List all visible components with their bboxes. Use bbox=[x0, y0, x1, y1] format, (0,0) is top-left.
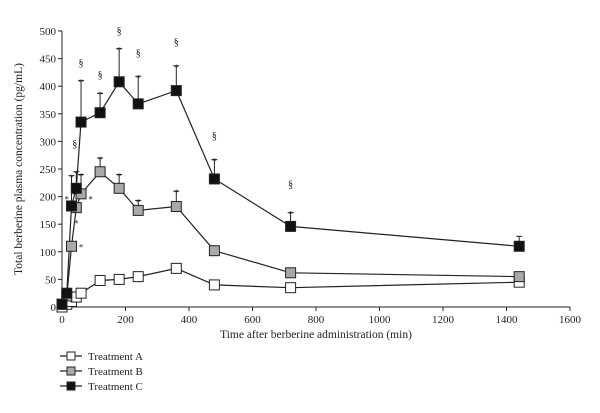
asterisk-annotation: * bbox=[136, 73, 141, 83]
y-tick-label: 200 bbox=[40, 192, 57, 204]
data-point bbox=[94, 107, 106, 119]
data-point bbox=[56, 298, 68, 310]
y-tick-label: 350 bbox=[40, 109, 57, 121]
data-point bbox=[132, 271, 144, 283]
x-tick-label: 600 bbox=[244, 314, 261, 326]
error-bars bbox=[68, 48, 523, 281]
asterisk-annotation: * bbox=[136, 197, 141, 207]
data-point bbox=[285, 267, 297, 279]
legend-marker bbox=[66, 381, 76, 391]
y-tick-label: 450 bbox=[40, 54, 57, 66]
legend-marker bbox=[66, 366, 76, 376]
section-sign-annotation: § bbox=[174, 37, 179, 48]
data-point bbox=[113, 273, 125, 285]
asterisk-annotation: * bbox=[79, 172, 84, 182]
y-tick-label: 150 bbox=[40, 219, 57, 231]
asterisk-annotation: * bbox=[288, 210, 293, 220]
series-line-2 bbox=[61, 170, 520, 305]
asterisk-annotation: * bbox=[88, 195, 93, 205]
y-tick-label: 0 bbox=[51, 302, 57, 314]
data-point bbox=[170, 201, 182, 213]
legend: Treatment A Treatment B Treatment C bbox=[60, 351, 143, 393]
asterisk-annotation: * bbox=[174, 63, 179, 73]
data-point bbox=[94, 166, 106, 178]
section-sign-annotation: § bbox=[288, 179, 293, 190]
data-point bbox=[94, 275, 106, 287]
y-tick-label: 400 bbox=[40, 81, 57, 93]
asterisk-annotation: * bbox=[174, 188, 179, 198]
asterisk-annotation: * bbox=[117, 46, 122, 56]
data-point bbox=[285, 220, 297, 232]
series-line-3 bbox=[61, 80, 520, 305]
data-point bbox=[113, 76, 125, 88]
section-sign-annotation: § bbox=[212, 131, 217, 142]
y-tick-label: 100 bbox=[40, 247, 57, 259]
x-tick-label: 200 bbox=[117, 314, 134, 326]
data-point bbox=[208, 245, 220, 257]
asterisk-annotation: * bbox=[74, 169, 79, 179]
section-sign-annotation: § bbox=[117, 26, 122, 37]
y-tick-label: 50 bbox=[45, 274, 57, 286]
legend-marker bbox=[66, 351, 76, 361]
data-point bbox=[61, 287, 73, 299]
x-tick-label: 1200 bbox=[432, 314, 455, 326]
y-axis-label: Total berberine plasma concentration (pg… bbox=[13, 63, 25, 275]
x-tick-label: 1400 bbox=[496, 314, 519, 326]
data-point bbox=[132, 204, 144, 216]
asterisk-annotation: * bbox=[65, 195, 70, 205]
data-point bbox=[170, 262, 182, 274]
data-point bbox=[75, 116, 87, 128]
data-point bbox=[70, 182, 82, 194]
asterisk-annotation: * bbox=[98, 90, 103, 100]
legend-label: Treatment B bbox=[88, 366, 143, 378]
y-tick-label: 300 bbox=[40, 136, 57, 148]
axes: 0 50 100 150 200 250 300 350 400 450 500 0 200 400 600… bbox=[40, 26, 582, 326]
asterisk-annotation: * bbox=[74, 218, 79, 228]
data-point bbox=[285, 282, 297, 294]
y-tick-label: 250 bbox=[40, 164, 57, 176]
data-point bbox=[75, 287, 87, 299]
asterisk-annotation: * bbox=[79, 243, 84, 253]
x-tick-label: 0 bbox=[59, 314, 65, 326]
data-point bbox=[132, 98, 144, 110]
data-markers bbox=[56, 76, 525, 313]
asterisk-annotation: * bbox=[117, 172, 122, 182]
data-point bbox=[208, 173, 220, 185]
asterisk-annotation: * bbox=[79, 78, 84, 88]
x-tick-label: 1600 bbox=[559, 314, 582, 326]
x-tick-label: 400 bbox=[181, 314, 198, 326]
x-tick-label: 1000 bbox=[369, 314, 392, 326]
section-sign-annotation: § bbox=[98, 70, 103, 81]
asterisk-annotation: * bbox=[69, 173, 74, 183]
legend-label: Treatment C bbox=[88, 381, 143, 393]
x-tick-label: 800 bbox=[308, 314, 325, 326]
y-tick-label: 500 bbox=[40, 26, 57, 38]
data-point bbox=[66, 240, 78, 252]
data-point bbox=[170, 85, 182, 97]
data-point bbox=[208, 279, 220, 291]
section-sign-annotation: § bbox=[72, 139, 77, 150]
section-sign-annotation: § bbox=[79, 58, 84, 69]
asterisk-annotation: * bbox=[98, 155, 103, 165]
data-point bbox=[113, 182, 125, 194]
significance-annotations: * *****************§§§§§§§§ bbox=[65, 26, 294, 253]
section-sign-annotation: § bbox=[136, 48, 141, 59]
data-point bbox=[513, 240, 525, 252]
data-point bbox=[66, 200, 78, 212]
x-axis-label: Time after berberine administration (min… bbox=[220, 329, 412, 341]
data-point bbox=[513, 271, 525, 283]
asterisk-annotation: * bbox=[212, 157, 217, 167]
legend-label: Treatment A bbox=[88, 351, 143, 363]
